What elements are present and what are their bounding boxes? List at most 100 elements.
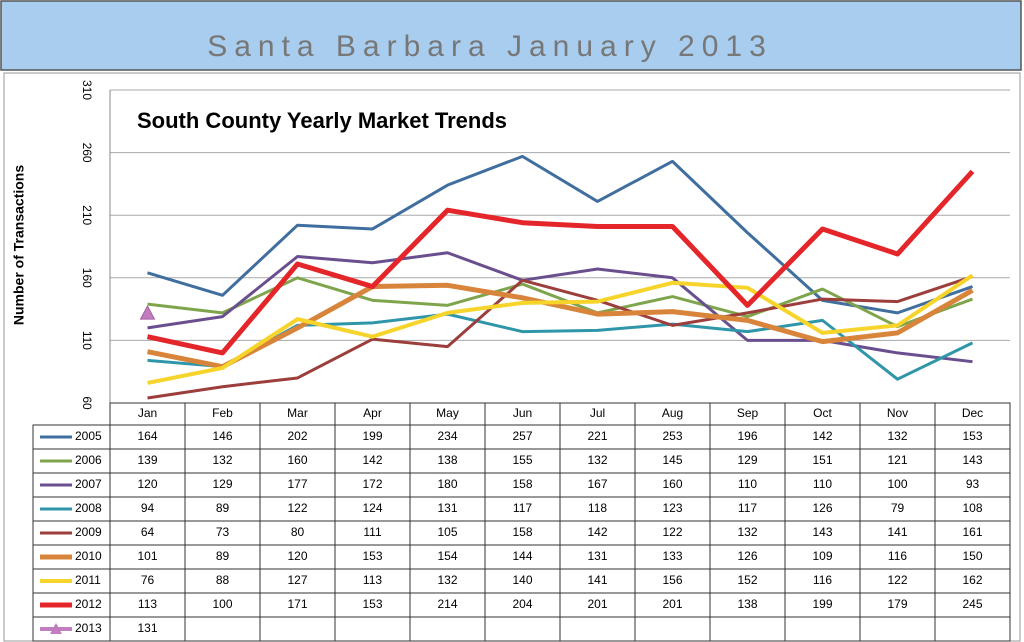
table-value: 113 [363,573,382,587]
series-line [147,154,973,315]
table-value: 131 [587,549,607,563]
legend-label: 2005 [75,429,102,443]
table-value: 180 [437,477,457,491]
table-value: 199 [812,597,832,611]
table-value: 117 [738,501,757,515]
table-value: 79 [891,501,905,515]
table-value: 154 [437,549,457,563]
legend-label: 2013 [75,621,102,635]
table-value: 129 [212,477,232,491]
table-value: 120 [287,549,307,563]
table-value: 142 [812,429,832,443]
x-tick-label: Sep [737,406,759,420]
table-value: 73 [216,525,230,539]
table-value: 76 [141,573,155,587]
banner-title: Santa Barbara January 2013 [207,30,773,63]
table-value: 132 [737,525,757,539]
table-value: 245 [962,597,982,611]
legend-label: 2012 [75,597,102,611]
table-value: 126 [812,501,832,515]
y-tick-label: 260 [80,143,94,163]
table-value: 158 [512,477,532,491]
table-value: 111 [363,525,382,539]
table-value: 141 [887,525,907,539]
table-value: 257 [512,429,532,443]
table-value: 153 [362,549,382,563]
y-tick-label: 310 [80,80,94,100]
table-value: 122 [287,501,307,515]
series-line [147,273,974,385]
x-tick-label: Jun [513,406,532,420]
table-value: 142 [362,453,382,467]
table-value: 142 [587,525,607,539]
table-value: 93 [966,477,980,491]
table-value: 143 [962,453,982,467]
legend-label: 2010 [75,549,102,563]
table-value: 143 [812,525,832,539]
table-value: 116 [813,573,832,587]
y-tick-label: 110 [80,331,94,350]
table-value: 117 [513,501,532,515]
legend-label: 2011 [75,573,101,587]
x-tick-label: Aug [662,406,683,420]
table-value: 132 [212,453,232,467]
table-value: 196 [737,429,757,443]
table-value: 161 [962,525,982,539]
table-value: 155 [512,453,532,467]
table-value: 89 [216,501,230,515]
table-value: 171 [287,597,307,611]
table-value: 129 [737,453,757,467]
table-value: 146 [212,429,232,443]
table-value: 172 [362,477,382,491]
x-tick-label: Oct [813,406,832,420]
table-value: 133 [662,549,682,563]
table-value: 122 [887,573,907,587]
table-value: 113 [138,597,157,611]
table-value: 201 [587,597,607,611]
y-axis-label: Number of Transactions [11,165,27,325]
table-value: 88 [216,573,230,587]
table-value: 202 [287,429,307,443]
table-value: 132 [587,453,607,467]
table-value: 126 [737,549,757,563]
table-value: 100 [212,597,232,611]
table-value: 109 [812,549,832,563]
table-value: 110 [813,477,832,491]
table-value: 120 [137,477,157,491]
table-value: 139 [137,453,157,467]
table-value: 177 [287,477,307,491]
x-tick-label: Apr [363,406,382,420]
table-value: 116 [888,549,907,563]
table-value: 124 [362,501,382,515]
table-value: 122 [662,525,682,539]
legend-label: 2006 [75,453,102,467]
table-value: 158 [512,525,532,539]
table-value: 138 [437,453,457,467]
table-value: 64 [141,525,155,539]
table-value: 214 [437,597,457,611]
table-value: 199 [362,429,382,443]
table-value: 150 [962,549,982,563]
series-line [147,275,973,400]
banner [0,0,1022,71]
point [139,305,156,320]
y-tick-label: 210 [80,205,94,225]
series-line [147,282,974,370]
table-value: 141 [587,573,607,587]
table-value: 144 [512,549,532,563]
table-value: 132 [437,573,457,587]
table-value: 80 [291,525,305,539]
x-tick-label: Mar [287,406,308,420]
table-value: 131 [437,501,457,515]
table-value: 201 [662,597,682,611]
table-value: 153 [962,429,982,443]
chart-title: South County Yearly Market Trends [137,108,507,133]
table-value: 105 [437,525,457,539]
x-tick-label: May [436,406,459,420]
table-value: 131 [137,621,157,635]
table-value: 89 [216,549,230,563]
series-line [146,169,975,356]
table-value: 140 [512,573,532,587]
table-value: 121 [887,453,907,467]
